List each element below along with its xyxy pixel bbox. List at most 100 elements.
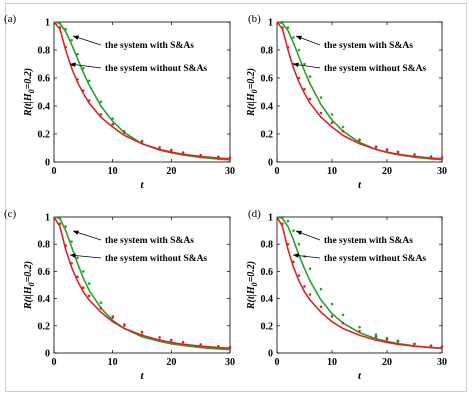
x-tick-label: 0 — [52, 357, 57, 368]
y-tick-label: 0 — [45, 158, 50, 169]
y-tick-label: 0.6 — [38, 267, 51, 278]
x-axis-label: t — [140, 179, 144, 191]
y-tick-label: 0.2 — [261, 130, 274, 141]
series-point — [82, 270, 85, 273]
series-point — [82, 286, 85, 290]
series-point — [123, 323, 126, 326]
series-point — [58, 26, 62, 29]
series-point — [341, 313, 345, 317]
series-point — [99, 301, 103, 305]
series-line — [276, 21, 443, 160]
x-tick-label: 30 — [437, 166, 447, 177]
x-tick-label: 10 — [108, 166, 118, 177]
annotation-label: the system without S&As — [105, 64, 207, 74]
chart-panel-b: 00.20.40.60.810 10 20 30tR(t|H0=0.2)(b)the … — [246, 13, 447, 191]
series-point — [319, 96, 323, 99]
chart-panel-d: 00.20.40.60.810 10 20 30tR(t|H0=0.2)(d)the … — [246, 208, 447, 382]
series-line — [53, 21, 231, 161]
panel-label: (a) — [4, 13, 17, 25]
y-tick-label: 1 — [268, 18, 273, 29]
series-point — [64, 45, 67, 49]
y-tick-label: 1 — [45, 18, 50, 29]
series-point — [217, 344, 220, 348]
y-tick-label: 1 — [45, 213, 50, 224]
y-tick-label: 0.4 — [38, 294, 51, 305]
x-axis-label: t — [358, 179, 362, 191]
series-point — [170, 148, 173, 152]
y-tick-label: 0.6 — [261, 74, 274, 85]
series-point — [99, 306, 103, 310]
y-axis-label-part: R(t|H — [246, 285, 257, 310]
series-point — [308, 267, 312, 271]
x-tick-label: 30 — [437, 357, 447, 368]
series-point — [374, 335, 378, 339]
series-point — [319, 111, 323, 115]
y-tick-label: 1 — [268, 213, 273, 224]
series-point — [140, 330, 144, 334]
plot-frame — [53, 216, 231, 354]
y-axis-label-subscript: 0 — [27, 282, 36, 286]
series-point — [111, 122, 114, 126]
series-point — [341, 129, 345, 133]
y-tick-label: 0.4 — [38, 102, 51, 113]
annotation-label: the system with S&As — [105, 41, 194, 51]
y-tick-label: 0.8 — [261, 46, 274, 57]
x-tick-label: 0 — [275, 357, 280, 368]
series-line — [276, 216, 443, 349]
y-tick-label: 0.2 — [261, 321, 274, 332]
series-point — [286, 26, 290, 29]
series-line — [53, 216, 231, 351]
series-point — [281, 26, 284, 29]
y-axis-label-part: =0.2) — [23, 261, 34, 283]
series-point — [70, 38, 73, 42]
x-tick-label: 0 — [275, 166, 280, 177]
series-point — [199, 343, 202, 346]
series-point — [374, 145, 378, 148]
series-point — [297, 274, 301, 277]
series-point — [385, 338, 389, 341]
series-point — [158, 336, 161, 339]
y-tick-label: 0.6 — [38, 74, 51, 85]
series-line — [53, 216, 231, 349]
series-point — [308, 97, 312, 101]
annotation-label: the system with S&As — [324, 236, 413, 246]
series-point — [429, 155, 433, 158]
series-point — [286, 45, 290, 49]
chart-panel-a: 00.20.40.60.810 10 20 30tR(t|H0=0.2)(a)the … — [4, 13, 235, 191]
series-point — [429, 344, 433, 348]
panel-label: (c) — [4, 208, 17, 220]
series-point — [319, 287, 323, 291]
annotation-arrow-head — [296, 35, 302, 41]
series-point — [99, 100, 103, 104]
x-tick-label: 30 — [225, 166, 235, 177]
annotation-label: the system without S&As — [324, 64, 426, 74]
series-point — [413, 153, 416, 156]
y-axis-label: R(t|H0=0.2) — [246, 68, 259, 117]
series-point — [385, 148, 389, 151]
y-axis-label-part: R(t|H — [23, 285, 34, 310]
x-axis-label: t — [140, 370, 144, 382]
series-point — [374, 333, 378, 336]
x-tick-label: 0 — [52, 166, 57, 177]
y-tick-label: 0.8 — [261, 240, 274, 251]
series-point — [181, 340, 185, 344]
x-tick-label: 20 — [382, 357, 392, 368]
y-tick-label: 0.4 — [261, 102, 274, 113]
series-point — [111, 117, 114, 120]
series-point — [76, 52, 79, 56]
y-tick-label: 0 — [45, 349, 50, 360]
series-point — [292, 260, 295, 264]
y-tick-label: 0.2 — [38, 321, 51, 332]
series-point — [319, 305, 323, 309]
series-point — [228, 156, 232, 159]
x-tick-label: 30 — [225, 357, 235, 368]
series-point — [286, 219, 290, 223]
x-axis-label: t — [358, 370, 362, 382]
series-point — [76, 256, 79, 260]
annotation-arrow-head — [73, 35, 79, 40]
series-point — [396, 150, 400, 154]
y-tick-label: 0.2 — [38, 130, 51, 141]
series-point — [281, 20, 284, 24]
series-point — [358, 329, 361, 333]
series-point — [181, 151, 185, 154]
